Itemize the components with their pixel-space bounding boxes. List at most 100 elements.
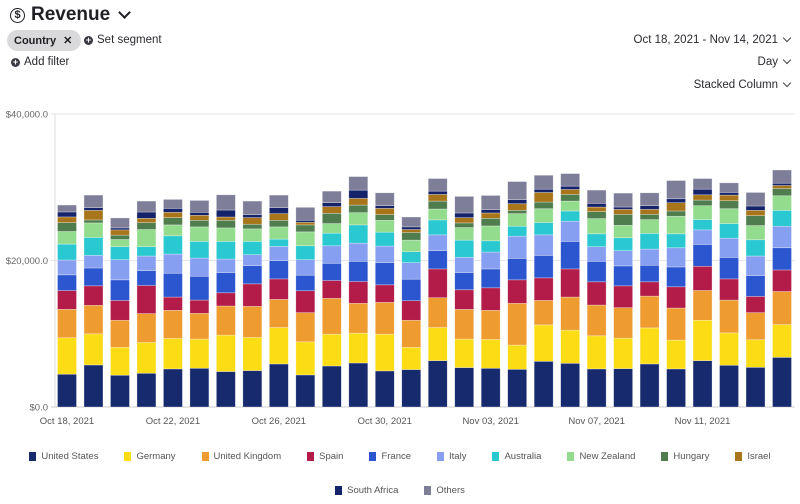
bar-segment-australia[interactable]	[348, 224, 369, 244]
bar-segment-france[interactable]	[666, 266, 686, 288]
bar-segment-united-kingdom[interactable]	[374, 302, 395, 335]
bar-segment-israel[interactable]	[613, 209, 633, 215]
bar-segment-spain[interactable]	[401, 300, 422, 321]
bar-segment-united-states[interactable]	[216, 371, 236, 408]
bar-segment-france[interactable]	[136, 270, 157, 286]
bar-segment-others[interactable]	[163, 199, 183, 209]
bar-segment-united-kingdom[interactable]	[560, 296, 580, 331]
bar-segment-israel[interactable]	[560, 189, 580, 195]
bar-segment-spain[interactable]	[772, 269, 792, 292]
bar-segment-new-zealand[interactable]	[216, 227, 236, 242]
bar-segment-others[interactable]	[136, 200, 157, 213]
bar-stack[interactable]	[745, 192, 766, 408]
bar-segment-new-zealand[interactable]	[507, 213, 527, 227]
bar-segment-others[interactable]	[480, 195, 501, 210]
bar-segment-italy[interactable]	[295, 259, 316, 276]
interval-dropdown[interactable]: Day	[758, 55, 792, 68]
bar-segment-spain[interactable]	[507, 279, 527, 304]
bar-segment-south-africa[interactable]	[639, 205, 660, 210]
bar-segment-germany[interactable]	[586, 335, 607, 370]
bar-segment-united-states[interactable]	[533, 360, 554, 408]
bar-segment-new-zealand[interactable]	[745, 225, 766, 241]
bar-segment-italy[interactable]	[401, 262, 422, 280]
bar-segment-united-kingdom[interactable]	[57, 308, 77, 339]
bar-segment-germany[interactable]	[322, 333, 342, 367]
bar-segment-italy[interactable]	[427, 234, 448, 251]
bar-segment-france[interactable]	[57, 274, 77, 291]
bar-segment-italy[interactable]	[374, 245, 395, 263]
bar-segment-australia[interactable]	[322, 232, 342, 247]
bar-segment-south-africa[interactable]	[454, 212, 475, 218]
bar-segment-italy[interactable]	[348, 242, 369, 262]
bar-segment-australia[interactable]	[216, 241, 236, 260]
bar-segment-israel[interactable]	[454, 217, 475, 224]
bar-segment-new-zealand[interactable]	[163, 224, 183, 237]
bar-segment-australia[interactable]	[586, 233, 607, 248]
bar-segment-australia[interactable]	[374, 231, 395, 247]
date-range-dropdown[interactable]: Oct 18, 2021 - Nov 14, 2021	[634, 33, 792, 46]
bar-segment-australia[interactable]	[692, 219, 713, 231]
bar-segment-italy[interactable]	[560, 220, 580, 242]
bar-segment-israel[interactable]	[533, 192, 554, 203]
bar-segment-others[interactable]	[586, 189, 607, 204]
bar-segment-south-africa[interactable]	[533, 188, 554, 193]
bar-segment-italy[interactable]	[57, 259, 77, 276]
bar-segment-spain[interactable]	[454, 289, 475, 310]
bar-segment-france[interactable]	[295, 274, 316, 292]
bar-segment-south-africa[interactable]	[189, 212, 210, 216]
bar-segment-united-states[interactable]	[110, 374, 130, 408]
bar-segment-italy[interactable]	[454, 257, 475, 273]
bar-segment-france[interactable]	[507, 258, 527, 281]
bar-stack[interactable]	[639, 192, 660, 408]
bar-segment-united-kingdom[interactable]	[639, 295, 660, 329]
bar-segment-new-zealand[interactable]	[189, 226, 210, 242]
bar-segment-others[interactable]	[348, 176, 369, 191]
bar-segment-hungary[interactable]	[322, 213, 342, 224]
bar-segment-israel[interactable]	[692, 194, 713, 201]
bar-segment-united-kingdom[interactable]	[745, 312, 766, 341]
bar-segment-spain[interactable]	[666, 286, 686, 309]
bar-segment-italy[interactable]	[586, 246, 607, 262]
bar-segment-united-kingdom[interactable]	[666, 307, 686, 341]
bar-stack[interactable]	[110, 217, 130, 408]
bar-segment-south-africa[interactable]	[322, 202, 342, 207]
bar-stack[interactable]	[163, 199, 183, 408]
bar-segment-germany[interactable]	[745, 339, 766, 368]
bar-segment-new-zealand[interactable]	[533, 208, 554, 223]
bar-segment-united-states[interactable]	[189, 367, 210, 408]
bar-segment-spain[interactable]	[189, 299, 210, 314]
bar-segment-israel[interactable]	[57, 216, 77, 223]
bar-segment-new-zealand[interactable]	[454, 227, 475, 241]
bar-segment-united-kingdom[interactable]	[533, 300, 554, 326]
bar-segment-united-kingdom[interactable]	[427, 297, 448, 328]
chart-type-dropdown[interactable]: Stacked Column	[694, 78, 792, 91]
bar-segment-hungary[interactable]	[586, 211, 607, 219]
bar-segment-france[interactable]	[560, 241, 580, 270]
bar-segment-spain[interactable]	[83, 285, 104, 306]
bar-segment-israel[interactable]	[348, 198, 369, 206]
bar-segment-france[interactable]	[454, 272, 475, 291]
bar-segment-italy[interactable]	[772, 225, 792, 249]
bar-stack[interactable]	[427, 178, 448, 408]
bar-segment-south-africa[interactable]	[427, 190, 448, 195]
bar-segment-israel[interactable]	[242, 217, 263, 225]
bar-segment-south-africa[interactable]	[666, 198, 686, 204]
bar-segment-spain[interactable]	[480, 287, 501, 311]
legend-item-united-kingdom[interactable]: United Kingdom	[201, 451, 281, 462]
bar-segment-united-states[interactable]	[374, 370, 395, 408]
bar-segment-australia[interactable]	[189, 241, 210, 259]
bar-segment-italy[interactable]	[163, 253, 183, 274]
bar-segment-others[interactable]	[216, 194, 236, 211]
bar-segment-united-states[interactable]	[322, 365, 342, 408]
bar-segment-germany[interactable]	[374, 333, 395, 372]
bar-segment-france[interactable]	[189, 275, 210, 301]
bar-segment-spain[interactable]	[348, 281, 369, 304]
bar-segment-united-states[interactable]	[560, 362, 580, 408]
bar-segment-france[interactable]	[719, 257, 739, 280]
bar-segment-united-states[interactable]	[719, 364, 739, 408]
bar-stack[interactable]	[719, 182, 739, 408]
bar-segment-france[interactable]	[772, 247, 792, 271]
legend-item-united-states[interactable]: United States	[29, 451, 98, 462]
bar-segment-others[interactable]	[295, 207, 316, 221]
bar-stack[interactable]	[533, 174, 554, 408]
